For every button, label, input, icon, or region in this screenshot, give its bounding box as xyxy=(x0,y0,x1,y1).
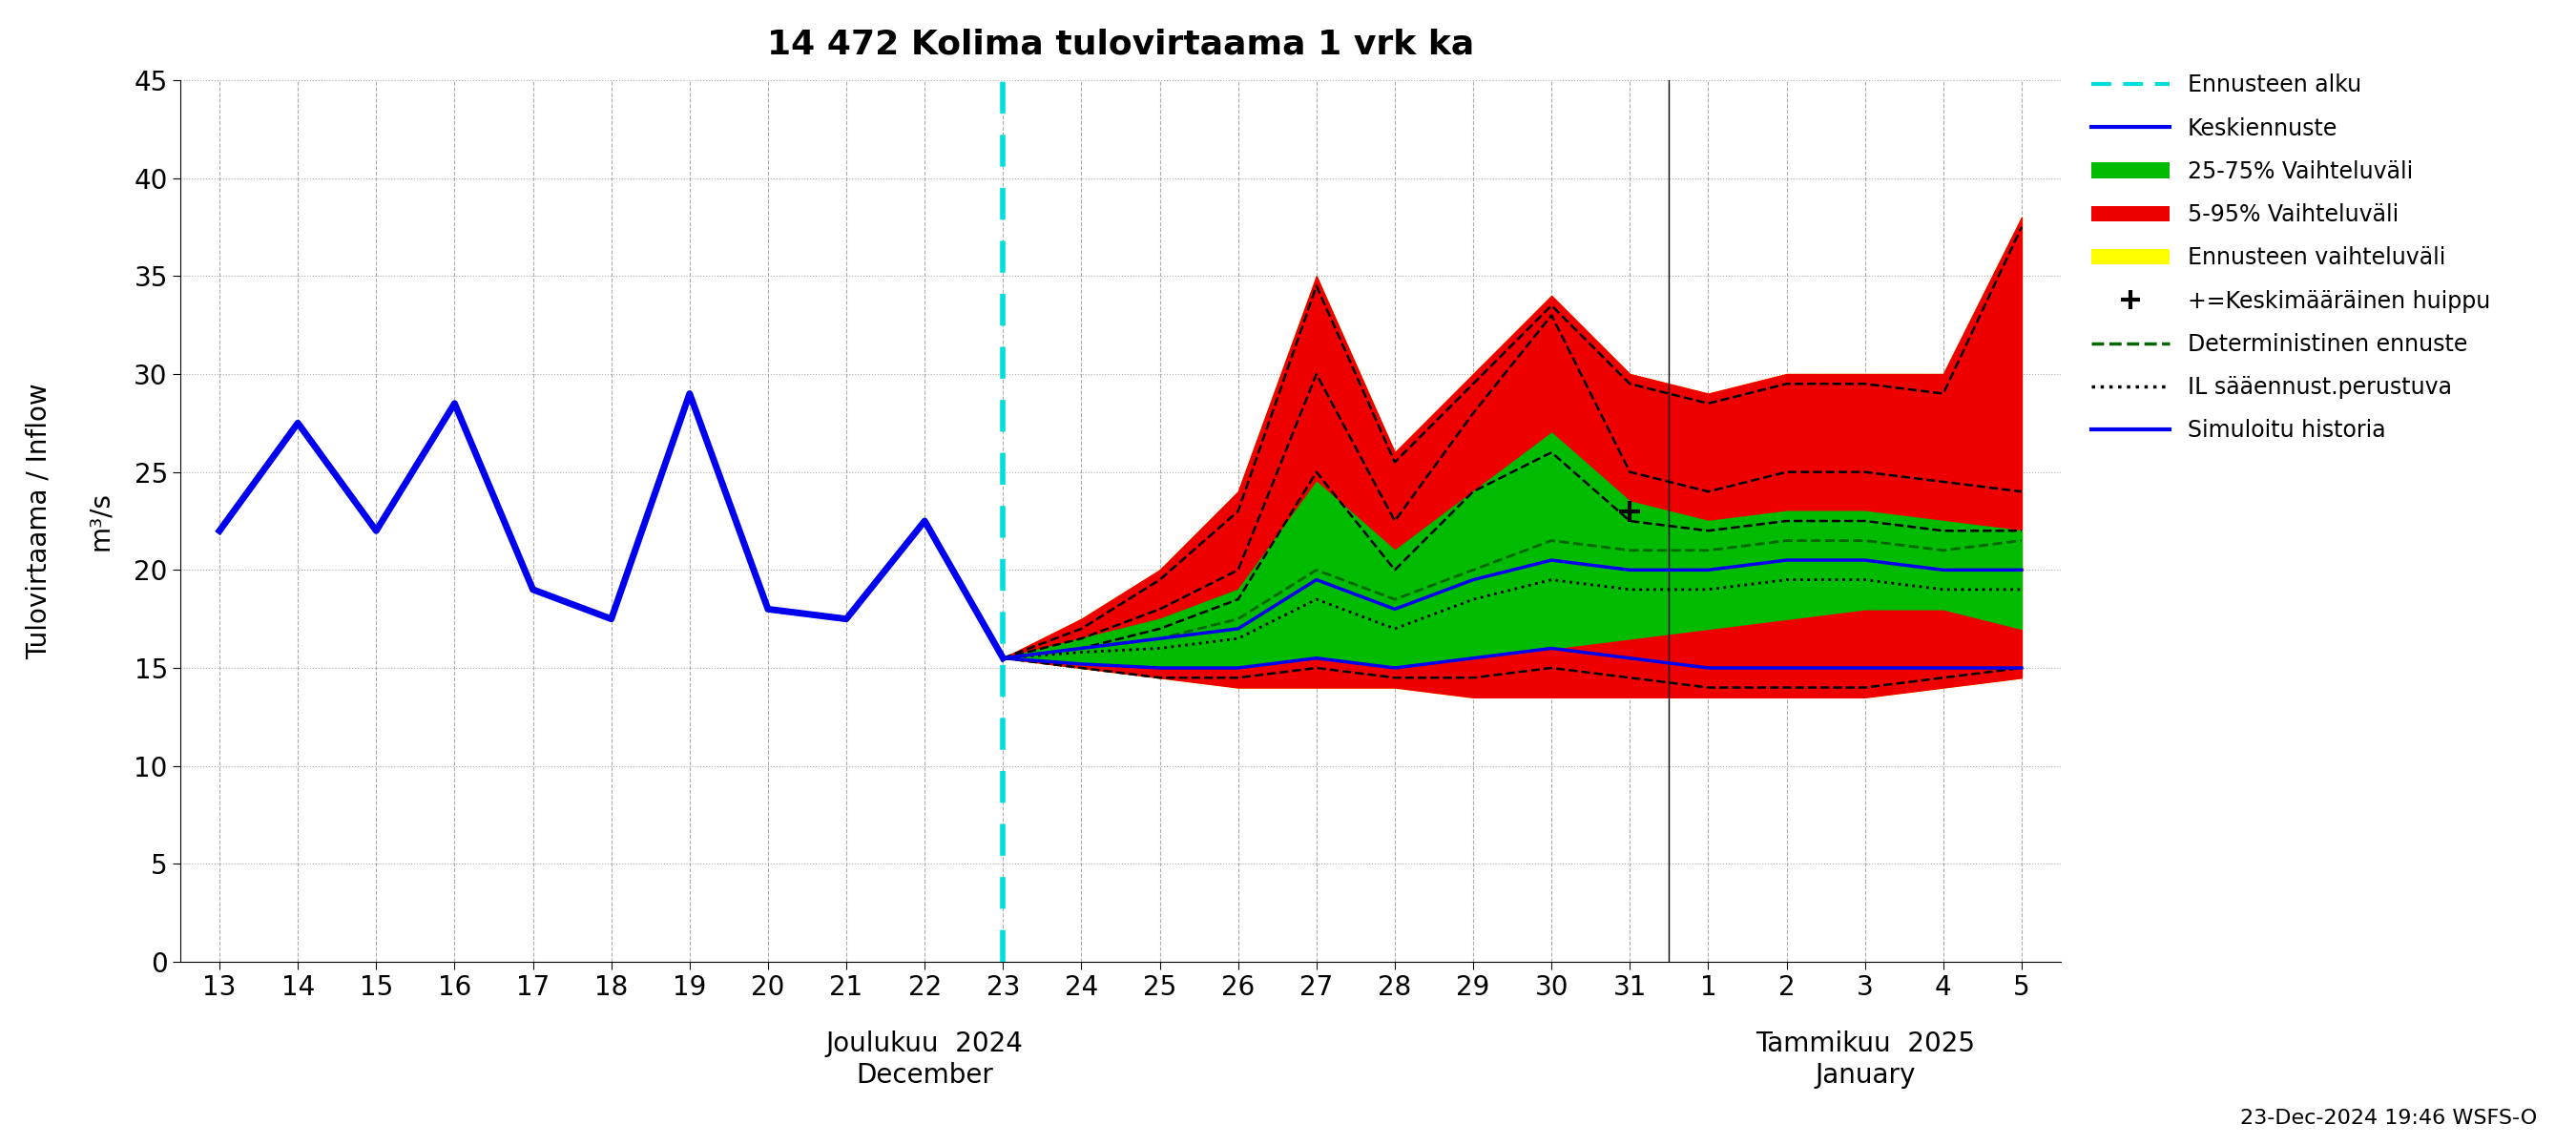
Text: Joulukuu  2024
December: Joulukuu 2024 December xyxy=(827,1030,1023,1089)
Text: 23-Dec-2024 19:46 WSFS-O: 23-Dec-2024 19:46 WSFS-O xyxy=(2241,1108,2537,1128)
Y-axis label: Tulovirtaama / Inflow

m³/s: Tulovirtaama / Inflow m³/s xyxy=(26,382,113,660)
Title: 14 472 Kolima tulovirtaama 1 vrk ka: 14 472 Kolima tulovirtaama 1 vrk ka xyxy=(768,27,1473,61)
Text: Tammikuu  2025
January: Tammikuu 2025 January xyxy=(1754,1030,1976,1089)
Legend: Ennusteen alku, Keskiennuste, 25-75% Vaihteluväli, 5-95% Vaihteluväli, Ennusteen: Ennusteen alku, Keskiennuste, 25-75% Vai… xyxy=(2092,73,2491,442)
